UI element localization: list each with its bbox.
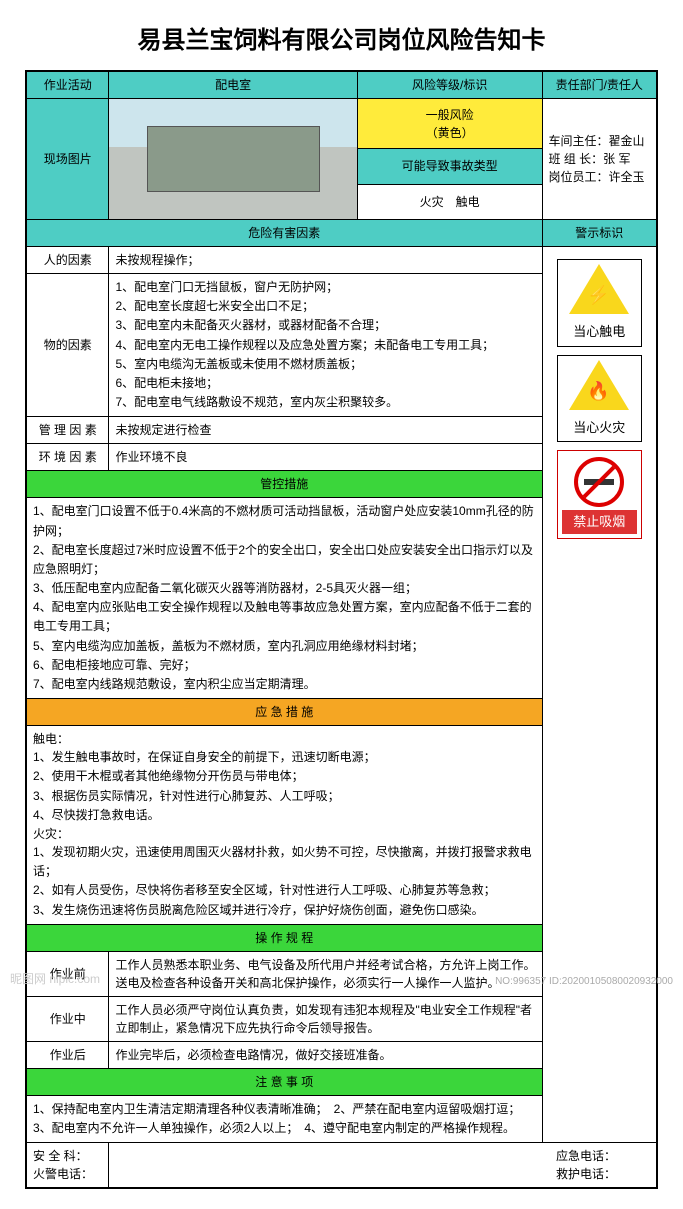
list-item: 6、配电柜未接地； bbox=[115, 374, 535, 393]
watermark-left: 昵图网 nipic.com bbox=[10, 970, 100, 987]
resp-3: 岗位员工：许全玉 bbox=[549, 168, 651, 186]
list-item: 1、发现初期火灾，迅速使用周围灭火器材扑救，如火势不可控，尽快撤离，并拨打报警求… bbox=[33, 843, 536, 881]
list-item: 1、配电室门口无挡鼠板，窗户无防护网； bbox=[115, 278, 535, 297]
sign-fire: 🔥 当心火灾 bbox=[557, 355, 642, 443]
list-item: 3、根据伤员实际情况，针对性进行心肺复苏、人工呼吸； bbox=[33, 787, 536, 806]
list-item: 5、室内电缆沟无盖板或未使用不燃材质盖板； bbox=[115, 355, 535, 374]
factor-human-label: 人的因素 bbox=[26, 247, 109, 274]
contact-fire: 火警电话： bbox=[33, 1165, 102, 1183]
hdr-risk: 风险等级/标识 bbox=[357, 71, 542, 99]
factor-human-text: 未按规程操作； bbox=[109, 247, 542, 274]
hdr-activity: 作业活动 bbox=[26, 71, 109, 99]
shock-label: 触电： bbox=[33, 730, 536, 748]
contact-emerg: 应急电话： bbox=[115, 1147, 616, 1165]
sign-shock: ⚡ 当心触电 bbox=[557, 259, 642, 347]
ops-after-label: 作业后 bbox=[26, 1041, 109, 1068]
contacts-left: 安 全 科： 火警电话： bbox=[26, 1143, 109, 1189]
factor-object-label: 物的因素 bbox=[26, 274, 109, 417]
list-item: 4、尽快拨打急救电话。 bbox=[33, 806, 536, 825]
list-item: 2、配电室长度超七米安全出口不足； bbox=[115, 297, 535, 316]
hdr-ops: 操 作 规 程 bbox=[26, 924, 542, 951]
resp-2: 班 组 长：张 军 bbox=[549, 150, 651, 168]
lightning-icon: ⚡ bbox=[587, 282, 609, 309]
hdr-accident: 可能导致事故类型 bbox=[357, 149, 542, 185]
fire-label: 火灾： bbox=[33, 825, 536, 843]
main-table: 作业活动 配电室 风险等级/标识 责任部门/责任人 现场图片 一般风险 （黄色）… bbox=[25, 70, 658, 1189]
list-item: 1、发生触电事故时，在保证自身安全的前提下，迅速切断电源； bbox=[33, 748, 536, 767]
list-item: 4、配电室内无电工操作规程以及应急处置方案；未配备电工专用工具； bbox=[115, 336, 535, 355]
resp-cell: 车间主任：翟金山 班 组 长：张 军 岗位员工：许全玉 bbox=[542, 99, 657, 220]
list-item: 2、配电室长度超过7米时应设置不低于2个的安全出口，安全出口处应安装安全出口指示… bbox=[33, 541, 536, 579]
list-item: 1、配电室门口设置不低于0.4米高的不燃材质可活动挡鼠板，活动窗户处应安装10m… bbox=[33, 502, 536, 540]
factor-env-text: 作业环境不良 bbox=[109, 444, 542, 471]
list-item: 7、配电室内线路规范敷设，室内积尘应当定期清理。 bbox=[33, 675, 536, 694]
list-item: 2、如有人员受伤，尽快将伤者移至安全区域，针对性进行人工呼吸、心肺复苏等急救； bbox=[33, 881, 536, 900]
photo-label: 现场图片 bbox=[26, 99, 109, 220]
list-item: 1、保持配电室内卫生清洁定期清理各种仪表清晰准确； 2、严禁在配电室内逗留吸烟打… bbox=[33, 1100, 536, 1119]
factor-mgmt-text: 未按规定进行检查 bbox=[109, 417, 542, 444]
list-item: 3、低压配电室内应配备二氧化碳灭火器等消防器材，2-5具灭火器一组； bbox=[33, 579, 536, 598]
contact-safety: 安 全 科： bbox=[33, 1147, 102, 1165]
ops-before-text: 工作人员熟悉本职业务、电气设备及所代用户并经考试合格，方允许上岗工作。送电及检查… bbox=[109, 951, 542, 996]
list-item: 3、发生烧伤迅速将伤员脱离危险区域并进行冷疗，保护好烧伤创面，避免伤口感染。 bbox=[33, 901, 536, 920]
accident-type: 火灾 触电 bbox=[357, 184, 542, 220]
control-body: 1、配电室门口设置不低于0.4米高的不燃材质可活动挡鼠板，活动窗户处应安装10m… bbox=[26, 498, 542, 699]
list-item: 6、配电柜接地应可靠、完好； bbox=[33, 656, 536, 675]
photo-cell bbox=[109, 99, 357, 220]
factor-env-label: 环 境 因 素 bbox=[26, 444, 109, 471]
site-photo bbox=[109, 99, 356, 219]
factor-object-text: 1、配电室门口无挡鼠板，窗户无防护网；2、配电室长度超七米安全出口不足；3、配电… bbox=[109, 274, 542, 417]
emergency-body: 触电： 1、发生触电事故时，在保证自身安全的前提下，迅速切断电源；2、使用干木棍… bbox=[26, 726, 542, 925]
hdr-resp: 责任部门/责任人 bbox=[542, 71, 657, 99]
fire-icon: 🔥 bbox=[587, 378, 609, 405]
hdr-notes: 注 意 事 项 bbox=[26, 1068, 542, 1095]
list-item: 4、配电室内应张贴电工安全操作规程以及触电等事故应急处置方案，室内应配备不低于二… bbox=[33, 598, 536, 636]
factor-mgmt-label: 管 理 因 素 bbox=[26, 417, 109, 444]
list-item: 5、室内电缆沟应加盖板，盖板为不燃材质，室内孔洞应用绝缘材料封堵； bbox=[33, 637, 536, 656]
risk-level: 一般风险 （黄色） bbox=[357, 99, 542, 149]
sign-nosmoke-label: 禁止吸烟 bbox=[562, 510, 637, 534]
resp-1: 车间主任：翟金山 bbox=[549, 132, 651, 150]
list-item: 3、配电室内未配备灭火器材，或器材配备不合理； bbox=[115, 316, 535, 335]
page-title: 易县兰宝饲料有限公司岗位风险告知卡 bbox=[25, 20, 658, 55]
ops-during-label: 作业中 bbox=[26, 996, 109, 1041]
signs-column: ⚡ 当心触电 🔥 当心火灾 禁止吸烟 bbox=[542, 247, 657, 1143]
hdr-control: 管控措施 bbox=[26, 471, 542, 498]
ops-after-text: 作业完毕后，必须检查电路情况，做好交接班准备。 bbox=[109, 1041, 542, 1068]
contact-rescue: 救护电话： bbox=[115, 1165, 616, 1183]
page: 易县兰宝饲料有限公司岗位风险告知卡 作业活动 配电室 风险等级/标识 责任部门/… bbox=[0, 0, 683, 1209]
list-item: 7、配电室电气线路敷设不规范，室内灰尘积聚较多。 bbox=[115, 393, 535, 412]
sign-nosmoke: 禁止吸烟 bbox=[557, 450, 642, 539]
ops-during-text: 工作人员必须严守岗位认真负责，如发现有违犯本规程及"电业安全工作规程"者立即制止… bbox=[109, 996, 542, 1041]
hdr-room: 配电室 bbox=[109, 71, 357, 99]
hdr-hazard: 危险有害因素 bbox=[26, 220, 542, 247]
notes-body: 1、保持配电室内卫生清洁定期清理各种仪表清晰准确； 2、严禁在配电室内逗留吸烟打… bbox=[26, 1095, 542, 1142]
watermark-right: NO:996357 ID:20200105080020932000 bbox=[495, 976, 673, 987]
sign-shock-label: 当心触电 bbox=[562, 322, 637, 342]
hdr-emergency: 应 急 措 施 bbox=[26, 699, 542, 726]
sign-fire-label: 当心火灾 bbox=[562, 418, 637, 438]
nosmoke-icon bbox=[574, 457, 624, 507]
hdr-warnsign: 警示标识 bbox=[542, 220, 657, 247]
list-item: 2、使用干木棍或者其他绝缘物分开伤员与带电体； bbox=[33, 767, 536, 786]
contacts-right: 应急电话： 救护电话： bbox=[109, 1143, 657, 1189]
list-item: 3、配电室内不允许一人单独操作，必须2人以上； 4、遵守配电室内制定的严格操作规… bbox=[33, 1119, 536, 1138]
